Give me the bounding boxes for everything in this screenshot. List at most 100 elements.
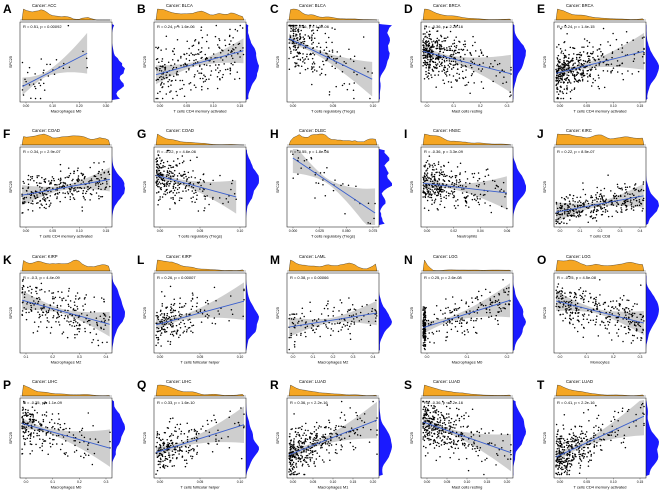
- data-point: [491, 180, 494, 182]
- data-point: [631, 206, 633, 208]
- data-point: [231, 312, 233, 315]
- data-point: [422, 33, 424, 35]
- data-point: [49, 442, 51, 444]
- data-point: [424, 164, 426, 167]
- data-point: [82, 50, 84, 53]
- data-point: [293, 466, 296, 468]
- data-point: [574, 87, 576, 89]
- data-point: [572, 74, 574, 77]
- data-point: [52, 301, 55, 304]
- data-point: [500, 205, 503, 208]
- data-point: [458, 173, 461, 176]
- data-point: [555, 219, 558, 221]
- data-point: [626, 41, 629, 44]
- data-point: [292, 450, 295, 453]
- data-point: [191, 53, 194, 56]
- data-point: [569, 81, 571, 83]
- data-point: [195, 156, 198, 159]
- data-point: [59, 201, 61, 203]
- data-point: [187, 185, 190, 187]
- data-point: [25, 414, 28, 416]
- data-point: [562, 312, 565, 315]
- data-point: [314, 318, 316, 320]
- data-point: [433, 45, 435, 48]
- data-point: [467, 81, 469, 84]
- data-point: [631, 73, 634, 75]
- data-point: [291, 24, 293, 27]
- data-point: [427, 187, 430, 190]
- data-point: [487, 174, 490, 177]
- data-point: [160, 178, 162, 181]
- confidence-band: [556, 290, 645, 335]
- data-point: [476, 298, 479, 300]
- data-point: [446, 335, 448, 338]
- data-point: [175, 72, 177, 74]
- regression-line: [21, 179, 110, 196]
- data-point: [49, 303, 51, 306]
- points: [154, 285, 245, 347]
- data-point: [23, 202, 25, 205]
- x-density-curve: [556, 134, 645, 146]
- data-point: [101, 196, 104, 198]
- data-point: [41, 313, 44, 316]
- data-point: [299, 434, 301, 437]
- data-point: [461, 65, 464, 67]
- x-tick-label: 0.00: [23, 229, 30, 233]
- data-point: [161, 58, 163, 60]
- data-point: [161, 179, 163, 182]
- data-point: [82, 192, 84, 195]
- data-point: [449, 193, 451, 195]
- data-point: [318, 317, 320, 320]
- data-point: [195, 301, 198, 304]
- data-point: [215, 24, 217, 27]
- data-point: [431, 45, 433, 48]
- data-point: [155, 184, 158, 187]
- data-point: [634, 322, 636, 325]
- data-point: [157, 191, 159, 194]
- data-point: [435, 64, 438, 67]
- data-point: [212, 414, 215, 416]
- data-point: [457, 307, 459, 309]
- data-point: [173, 63, 175, 65]
- data-point: [161, 165, 164, 167]
- data-point: [74, 318, 76, 321]
- y-axis-label: SPC25: [9, 432, 13, 444]
- data-point: [165, 174, 168, 176]
- data-point: [293, 30, 295, 33]
- x-tick-label: 0.1: [585, 354, 590, 358]
- data-point: [367, 202, 370, 205]
- data-point: [38, 430, 41, 432]
- data-point: [600, 44, 602, 46]
- data-point: [488, 66, 491, 68]
- data-point: [452, 60, 454, 63]
- y-axis-label: SPC25: [543, 56, 547, 68]
- data-point: [422, 336, 424, 339]
- data-point: [29, 176, 32, 178]
- data-point: [598, 64, 601, 66]
- data-point: [557, 70, 559, 72]
- data-point: [228, 416, 230, 418]
- data-point: [159, 333, 162, 336]
- data-point: [159, 177, 162, 179]
- data-point: [40, 424, 42, 427]
- regression-line: [292, 157, 376, 214]
- data-point: [68, 175, 71, 177]
- data-point: [59, 296, 61, 298]
- data-point: [581, 64, 583, 66]
- data-point: [434, 198, 437, 201]
- data-point: [169, 343, 171, 345]
- data-point: [21, 448, 23, 450]
- data-point: [97, 339, 99, 341]
- data-point: [172, 314, 175, 317]
- data-point: [193, 177, 196, 179]
- data-point: [593, 217, 595, 219]
- data-point: [563, 59, 566, 62]
- data-point: [21, 424, 23, 427]
- data-point: [464, 45, 466, 48]
- data-point: [443, 180, 445, 182]
- data-point: [438, 50, 441, 53]
- data-point: [426, 76, 428, 78]
- data-point: [63, 62, 65, 65]
- data-point: [155, 170, 158, 173]
